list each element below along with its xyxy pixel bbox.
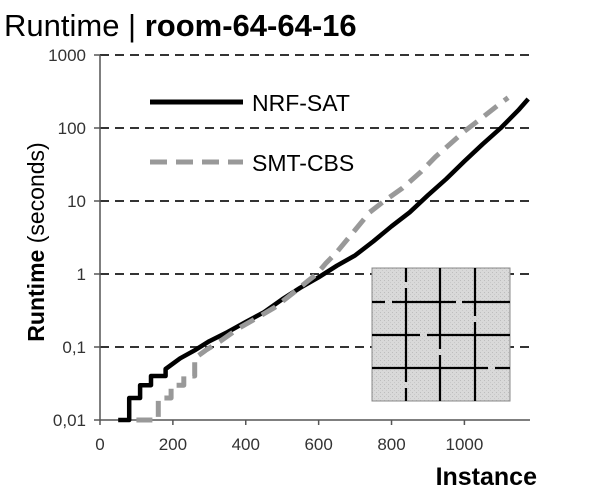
axes	[94, 54, 530, 425]
chart-title-prefix: Runtime |	[4, 8, 145, 43]
legend-label-smt-cbs: SMT-CBS	[252, 150, 354, 176]
x-tick-label-0: 0	[95, 435, 104, 454]
room-map-inset	[371, 267, 511, 402]
legend-label-nrf-sat: NRF-SAT	[252, 90, 350, 116]
y-tick-labels: 0,01 0,1 1 10 100 1000	[48, 46, 86, 430]
chart-title-bold: room-64-64-16	[145, 8, 357, 43]
y-tick-label-5: 1000	[48, 46, 86, 65]
y-tick-label-2: 1	[77, 265, 86, 284]
y-tick-label-3: 10	[67, 192, 86, 211]
y-axis-label-rest: (seconds)	[23, 142, 49, 249]
x-tick-label-1: 200	[159, 435, 187, 454]
x-tick-label-5: 1000	[445, 435, 483, 454]
y-axis-label: Runtime (seconds)	[23, 142, 49, 341]
x-axis-label: Instance	[436, 463, 538, 491]
y-tick-label-1: 0,1	[62, 338, 86, 357]
y-tick-label-0: 0,01	[53, 411, 86, 430]
x-tick-label-3: 600	[304, 435, 332, 454]
series-lines	[118, 95, 530, 423]
chart-title: Runtime | room-64-64-16	[4, 8, 357, 43]
legend: NRF-SAT SMT-CBS	[150, 90, 354, 176]
y-axis-label-bold: Runtime	[23, 250, 49, 342]
x-tick-labels: 0 200 400 600 800 1000	[95, 435, 483, 454]
x-tick-label-4: 800	[377, 435, 405, 454]
y-tick-label-4: 100	[58, 119, 86, 138]
x-tick-label-2: 400	[232, 435, 260, 454]
grid-lines	[100, 54, 530, 348]
series-line-smt-cbs	[136, 95, 510, 423]
